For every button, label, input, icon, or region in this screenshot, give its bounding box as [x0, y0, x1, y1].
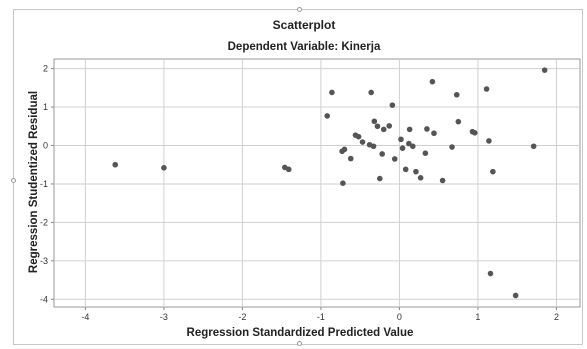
- y-tick-label: -4: [40, 294, 48, 304]
- data-point: [340, 180, 346, 186]
- x-tick-label: -1: [317, 312, 325, 322]
- data-point: [417, 175, 424, 181]
- data-point: [374, 123, 381, 130]
- data-point: [449, 144, 455, 150]
- data-point: [112, 161, 119, 168]
- data-point: [472, 130, 478, 136]
- data-point: [409, 143, 416, 150]
- data-point: [161, 165, 167, 171]
- x-tick-label: -3: [160, 312, 168, 322]
- data-point: [541, 67, 548, 73]
- resize-handle-left[interactable]: [11, 178, 16, 183]
- chart-title: Scatterplot: [273, 18, 336, 32]
- data-point: [391, 156, 398, 162]
- grid-lines: [54, 59, 580, 307]
- data-point: [324, 113, 331, 119]
- data-point: [424, 126, 430, 132]
- x-axis-ticks: -4 -3 -2 -1 0 1 2: [81, 307, 559, 322]
- data-point: [370, 143, 377, 150]
- y-tick-label: 2: [43, 64, 48, 74]
- resize-handle-bottom[interactable]: [297, 341, 302, 346]
- data-point: [347, 155, 354, 162]
- data-point: [359, 139, 366, 145]
- data-point: [398, 136, 404, 143]
- data-point: [371, 118, 378, 125]
- data-point: [355, 133, 362, 140]
- data-point: [483, 86, 490, 92]
- chart-subtitle: Dependent Variable: Kinerja: [228, 41, 381, 53]
- x-tick-label: 2: [554, 312, 559, 322]
- y-axis-ticks: 2 1 0 -1 -2 -3 -4: [40, 64, 54, 304]
- y-tick-label: -2: [40, 217, 48, 227]
- data-point: [329, 89, 335, 96]
- data-point: [490, 168, 496, 175]
- data-point: [386, 123, 393, 129]
- data-point: [399, 145, 406, 152]
- data-point: [453, 91, 460, 98]
- y-tick-label: -1: [40, 179, 48, 189]
- data-point: [380, 126, 387, 133]
- data-point: [285, 166, 292, 173]
- data-point: [368, 89, 374, 96]
- y-tick-label: -3: [40, 256, 48, 266]
- data-point: [429, 78, 436, 85]
- data-point: [389, 102, 396, 108]
- data-point: [377, 175, 383, 182]
- data-point: [439, 177, 446, 184]
- plot-area: [53, 58, 581, 308]
- resize-handle-top[interactable]: [297, 7, 302, 12]
- data-point: [341, 146, 348, 153]
- data-point: [431, 130, 437, 137]
- data-point: [406, 126, 413, 133]
- x-tick-label: -4: [81, 312, 89, 322]
- data-point: [413, 168, 419, 175]
- data-point: [487, 270, 494, 277]
- data-point: [406, 140, 412, 147]
- y-tick-label: 0: [43, 141, 48, 151]
- data-point: [379, 151, 385, 157]
- x-axis-label: Regression Standardized Predicted Value: [187, 327, 414, 339]
- y-axis-label: Regression Studentized Residual: [28, 91, 40, 273]
- y-tick-label: 1: [43, 102, 48, 112]
- data-point: [422, 150, 429, 157]
- data-point: [402, 166, 409, 173]
- data-point: [530, 143, 537, 150]
- data-point: [512, 292, 519, 299]
- x-tick-label: 0: [397, 312, 402, 322]
- x-tick-label: -2: [238, 312, 246, 322]
- x-tick-label: 1: [475, 312, 480, 322]
- data-point: [455, 118, 462, 125]
- data-point: [486, 138, 492, 144]
- data-points: [112, 67, 548, 299]
